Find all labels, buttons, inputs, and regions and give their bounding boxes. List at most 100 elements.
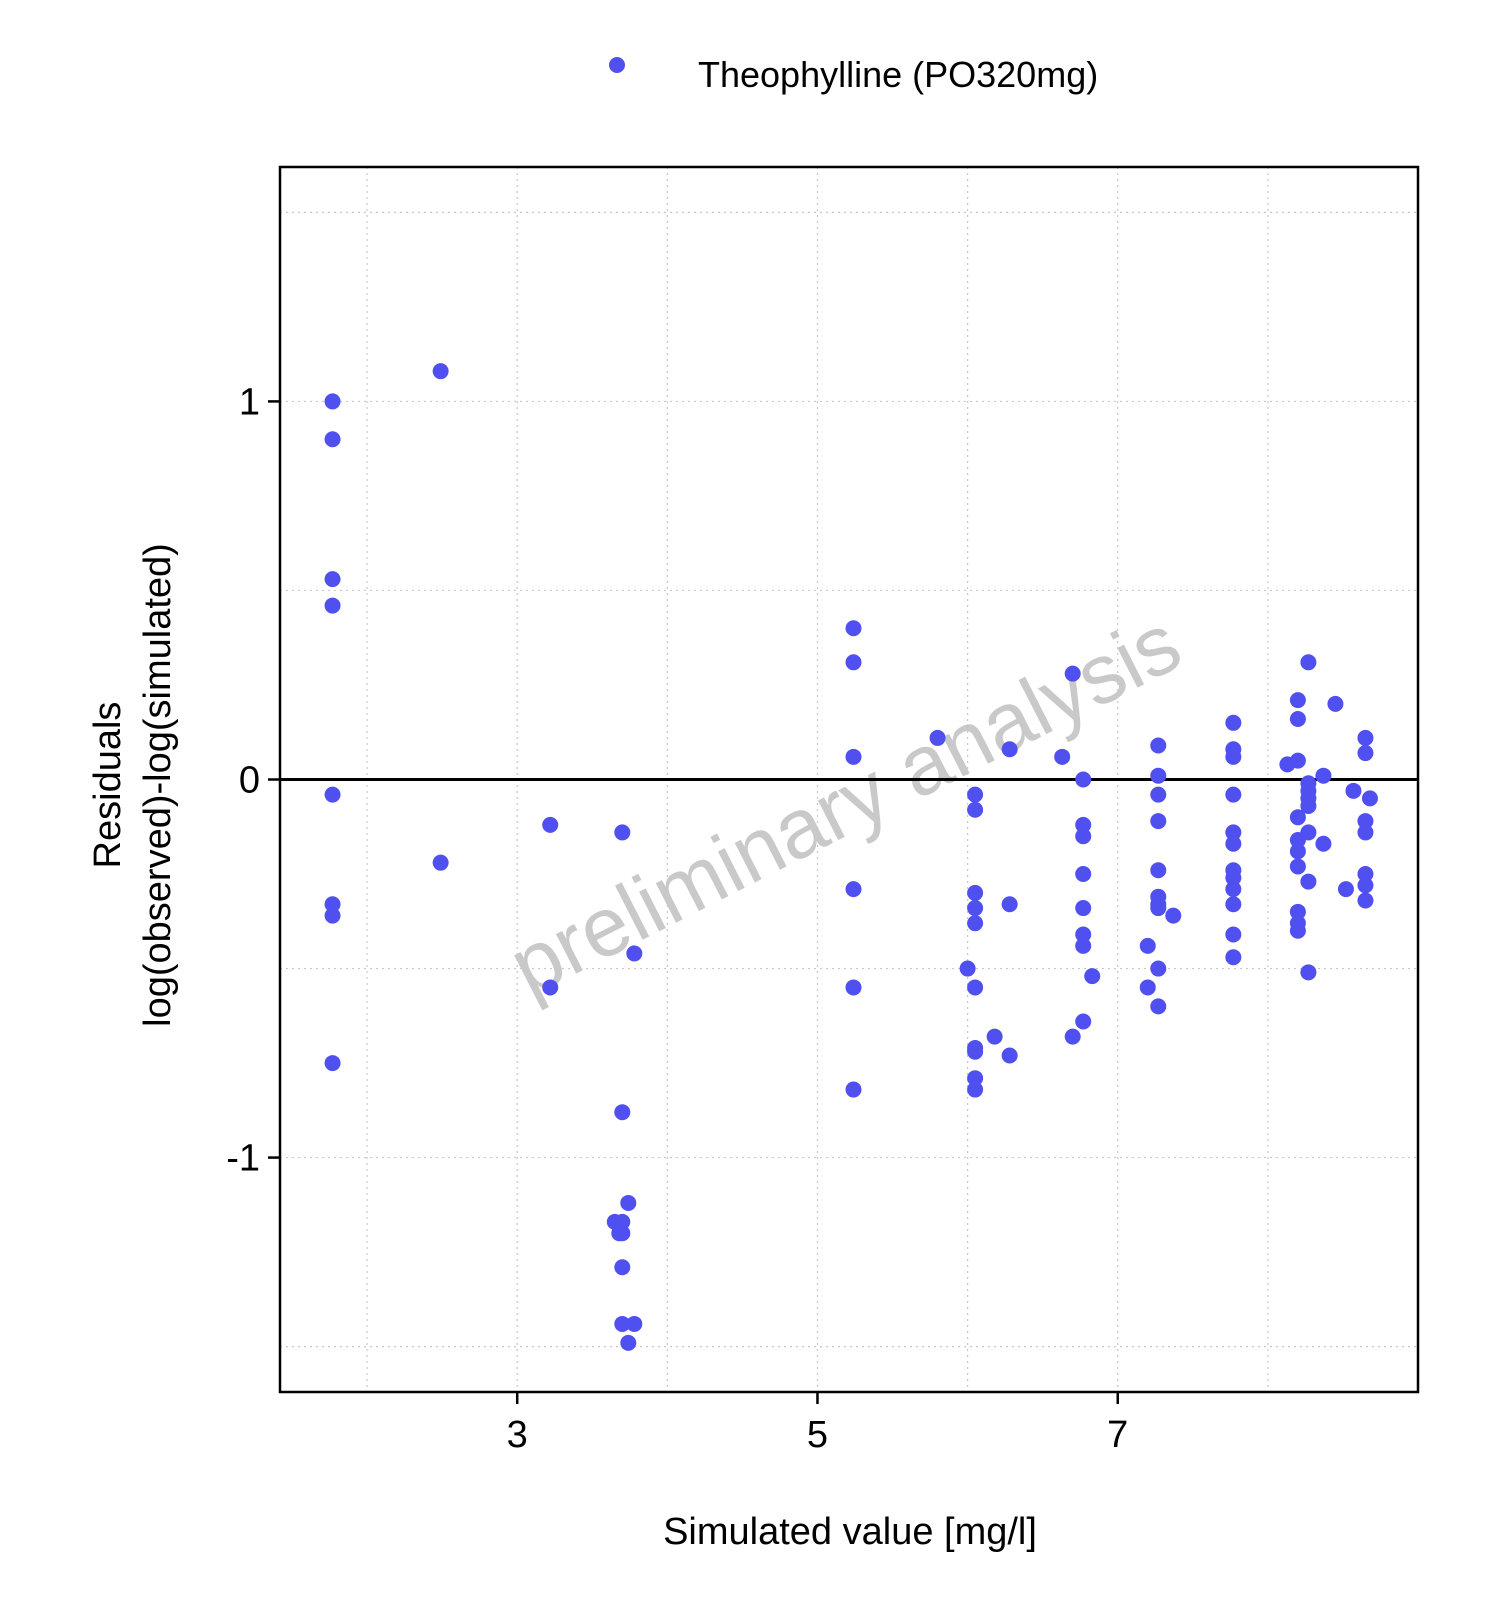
- legend: Theophylline (PO320mg): [609, 54, 1098, 95]
- data-point: [1150, 900, 1167, 917]
- data-point: [967, 979, 984, 996]
- data-point: [1150, 960, 1167, 977]
- x-tick-label: 5: [807, 1414, 828, 1456]
- axis-ticks: 3 5 7 -1 0 1: [226, 381, 1128, 1456]
- data-point: [1289, 858, 1306, 875]
- data-point: [845, 620, 862, 637]
- data-point: [1225, 786, 1242, 803]
- data-point: [1327, 695, 1344, 712]
- data-point: [1150, 862, 1167, 879]
- data-point: [1001, 1047, 1018, 1064]
- y-tick-label: 1: [239, 381, 260, 423]
- data-point: [1289, 809, 1306, 826]
- x-tick-label: 3: [507, 1414, 528, 1456]
- data-point: [614, 1225, 631, 1242]
- data-point: [967, 915, 984, 932]
- data-point: [1064, 665, 1081, 682]
- data-point: [929, 729, 946, 746]
- data-point: [1084, 968, 1101, 985]
- data-point: [1075, 1013, 1092, 1030]
- data-point: [1289, 752, 1306, 769]
- data-point: [1075, 900, 1092, 917]
- x-axis-title: Simulated value [mg/l]: [663, 1511, 1037, 1553]
- data-point: [324, 597, 341, 614]
- data-point: [1001, 741, 1018, 758]
- data-point: [324, 431, 341, 448]
- y-axis-title-line1: Residuals: [87, 702, 129, 869]
- data-point: [432, 363, 449, 380]
- data-point: [1075, 926, 1092, 943]
- data-point: [1337, 881, 1354, 898]
- data-point: [1300, 964, 1317, 981]
- data-point: [1300, 654, 1317, 671]
- data-point: [1139, 979, 1156, 996]
- data-point: [1357, 813, 1374, 830]
- data-point: [614, 1259, 631, 1276]
- data-point: [1075, 937, 1092, 954]
- data-point: [959, 960, 976, 977]
- data-point: [1225, 869, 1242, 886]
- data-point: [1139, 937, 1156, 954]
- data-point: [324, 896, 341, 913]
- data-point: [1225, 896, 1242, 913]
- data-point: [1225, 949, 1242, 966]
- data-point: [1300, 797, 1317, 814]
- data-point: [1054, 748, 1071, 765]
- data-point: [1289, 711, 1306, 728]
- data-point: [1289, 692, 1306, 709]
- data-point: [967, 1081, 984, 1098]
- data-point: [986, 1028, 1003, 1045]
- data-point: [1357, 729, 1374, 746]
- data-point: [1150, 767, 1167, 784]
- x-tick-label: 7: [1107, 1414, 1128, 1456]
- data-point: [1075, 771, 1092, 788]
- data-point: [614, 1315, 631, 1332]
- data-point: [614, 824, 631, 841]
- data-point: [1075, 816, 1092, 833]
- data-point: [1150, 813, 1167, 830]
- data-point: [1289, 843, 1306, 860]
- data-point: [967, 1070, 984, 1087]
- data-point: [614, 1104, 631, 1121]
- data-point: [1001, 896, 1018, 913]
- data-point: [626, 945, 643, 962]
- data-point: [845, 654, 862, 671]
- data-point: [1289, 922, 1306, 939]
- data-point: [1357, 866, 1374, 883]
- data-point: [1345, 782, 1362, 799]
- data-point: [967, 786, 984, 803]
- data-point: [1075, 866, 1092, 883]
- data-point: [1225, 748, 1242, 765]
- data-point: [1289, 903, 1306, 920]
- data-point: [1357, 824, 1374, 841]
- data-points: [324, 363, 1378, 1351]
- watermark-text: preliminary analysis: [495, 595, 1195, 1014]
- data-point: [845, 881, 862, 898]
- data-point: [845, 979, 862, 996]
- data-point: [542, 816, 559, 833]
- data-point: [324, 571, 341, 588]
- data-point: [1300, 873, 1317, 890]
- data-point: [1165, 907, 1182, 924]
- data-point: [845, 748, 862, 765]
- data-point: [1357, 877, 1374, 894]
- y-axis-title-line2: log(observed)-log(simulated): [137, 543, 179, 1027]
- data-point: [542, 979, 559, 996]
- data-point: [967, 1043, 984, 1060]
- data-point: [1300, 824, 1317, 841]
- legend-label: Theophylline (PO320mg): [698, 54, 1098, 95]
- data-point: [1315, 835, 1332, 852]
- y-tick-label: 0: [239, 760, 260, 802]
- data-point: [614, 1213, 631, 1230]
- data-point: [1150, 998, 1167, 1015]
- data-point: [1150, 737, 1167, 754]
- data-point: [620, 1334, 637, 1351]
- data-point: [1150, 786, 1167, 803]
- data-point: [1225, 926, 1242, 943]
- data-point: [1225, 714, 1242, 731]
- data-point: [845, 1081, 862, 1098]
- data-point: [967, 801, 984, 818]
- data-point: [1225, 835, 1242, 852]
- data-point: [324, 393, 341, 410]
